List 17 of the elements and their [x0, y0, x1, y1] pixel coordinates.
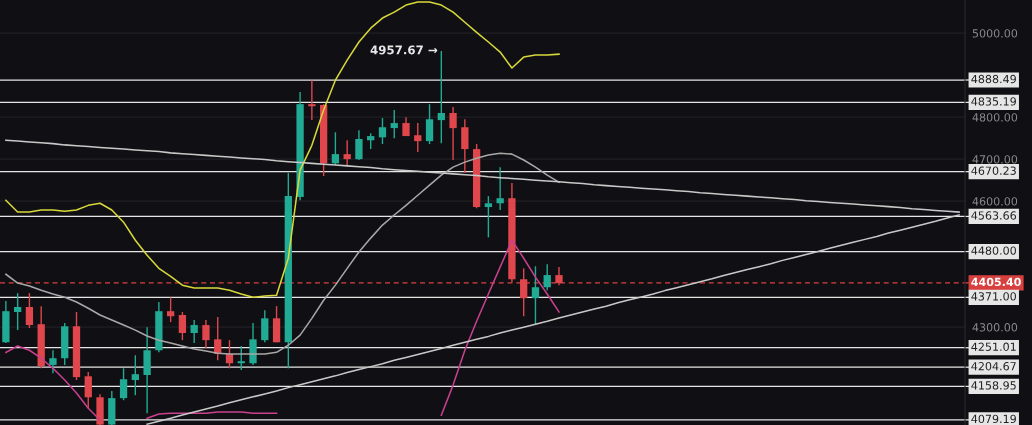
ref-line-label: 4405.40 [971, 277, 1021, 287]
ref-line-label: 4204.67 [971, 362, 1016, 371]
y-tick-label: 4300.00 [972, 323, 1018, 332]
ref-line-label: 4835.19 [971, 97, 1016, 106]
y-tick-label: 4800.00 [972, 113, 1018, 122]
ref-line-label: 4670.23 [971, 166, 1016, 175]
ref-line-label: 4563.66 [971, 211, 1017, 220]
ref-line-label: 4480.00 [971, 246, 1016, 255]
ref-line-label: 4371.00 [971, 292, 1016, 301]
y-tick-label: 4700.00 [972, 155, 1018, 164]
ref-line-label: 4158.95 [971, 381, 1016, 390]
ref-line-label: 4079.19 [971, 414, 1016, 424]
ref-line-label: 4888.49 [971, 74, 1016, 84]
y-tick-label: 5000.00 [972, 29, 1018, 38]
y-tick-label: 4600.00 [972, 197, 1018, 206]
annotation: 4957.67 → [370, 45, 438, 55]
ref-line-label: 4251.01 [971, 342, 1016, 351]
